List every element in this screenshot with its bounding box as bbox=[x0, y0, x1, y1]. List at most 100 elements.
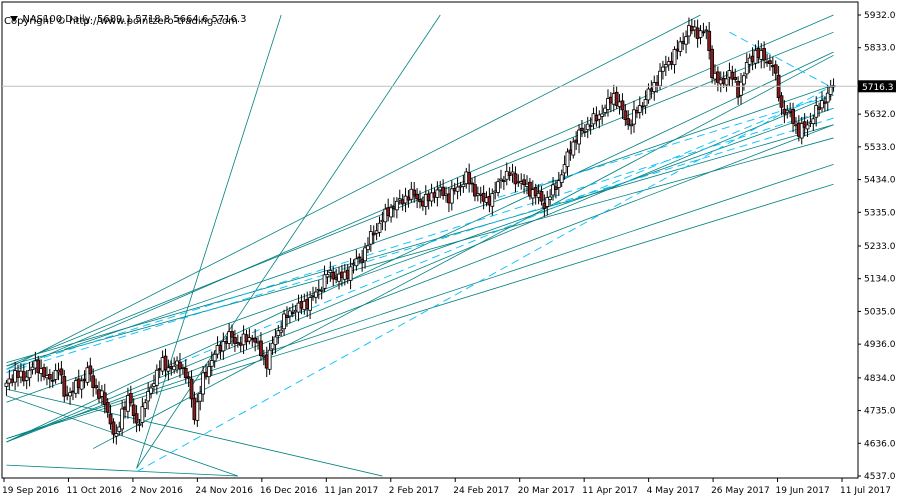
candle bbox=[559, 169, 564, 188]
current-price-line: 5716.3 bbox=[2, 80, 896, 93]
trendline bbox=[6, 94, 834, 443]
candle bbox=[62, 370, 67, 403]
y-tick-label: 4537.0 bbox=[864, 472, 896, 482]
candle bbox=[363, 242, 367, 269]
candle bbox=[684, 30, 688, 54]
candle bbox=[137, 419, 142, 432]
candle bbox=[701, 22, 706, 37]
candle bbox=[580, 119, 584, 138]
x-tick-label: 24 Feb 2017 bbox=[453, 486, 509, 496]
candle bbox=[614, 85, 619, 110]
candle bbox=[42, 363, 46, 381]
candle bbox=[183, 359, 188, 384]
candle bbox=[632, 100, 636, 133]
x-tick-label: 11 Jan 2017 bbox=[324, 486, 378, 496]
candle bbox=[762, 41, 767, 69]
candle bbox=[548, 189, 553, 206]
candle bbox=[652, 75, 657, 101]
copyright-text: Copyright © http://www.pointzero-trading… bbox=[4, 16, 238, 27]
candle bbox=[556, 171, 561, 196]
candle bbox=[820, 91, 824, 113]
candle bbox=[201, 366, 206, 402]
trendline bbox=[64, 84, 834, 350]
x-tick-label: 16 Dec 2016 bbox=[260, 486, 318, 496]
y-axis: 5932.0 5833.0 5632.0 5533.0 5434.0 5335.0 5233… bbox=[858, 11, 896, 482]
trendline bbox=[6, 51, 834, 443]
candle bbox=[588, 117, 593, 135]
candle bbox=[331, 266, 336, 287]
candle bbox=[467, 163, 472, 193]
candle bbox=[629, 119, 634, 135]
candle bbox=[501, 175, 506, 190]
candle bbox=[739, 73, 743, 105]
candle bbox=[189, 370, 194, 408]
candle bbox=[577, 124, 581, 154]
candle bbox=[290, 303, 295, 318]
candle bbox=[279, 321, 284, 337]
candle bbox=[510, 163, 515, 183]
candle bbox=[571, 137, 576, 159]
x-tick-label: 19 Sep 2016 bbox=[2, 486, 59, 496]
candle bbox=[313, 286, 318, 304]
candle bbox=[441, 179, 446, 200]
candle bbox=[394, 197, 399, 219]
candle bbox=[36, 355, 41, 382]
dashed-trendlines bbox=[6, 31, 834, 473]
x-tick-label: 11 Apr 2017 bbox=[582, 486, 638, 496]
candle bbox=[744, 53, 749, 79]
candle bbox=[366, 237, 370, 254]
x-tick-label: 2 Feb 2017 bbox=[389, 486, 439, 496]
candle bbox=[195, 393, 200, 427]
candle bbox=[811, 115, 816, 131]
candle bbox=[768, 54, 772, 71]
candle bbox=[221, 332, 226, 360]
trendline bbox=[6, 14, 701, 370]
candle bbox=[47, 368, 52, 389]
current-price-tag bbox=[858, 80, 896, 93]
y-tick-label: 5233.0 bbox=[864, 242, 896, 252]
candle bbox=[91, 368, 96, 397]
candle bbox=[140, 397, 145, 428]
x-tick-label: 20 Mar 2017 bbox=[518, 486, 575, 496]
candle bbox=[661, 60, 665, 80]
candle bbox=[597, 110, 602, 129]
dashed-trendline bbox=[136, 84, 834, 473]
candle bbox=[773, 60, 778, 81]
candle bbox=[319, 286, 324, 300]
candle bbox=[126, 387, 130, 419]
candle bbox=[600, 104, 605, 125]
y-tick-label: 5035.0 bbox=[864, 307, 896, 317]
candle bbox=[4, 379, 9, 396]
candle bbox=[348, 257, 353, 290]
x-tick-label: 19 Jun 2017 bbox=[776, 486, 830, 496]
candle bbox=[180, 363, 185, 374]
candle bbox=[626, 110, 631, 130]
candle bbox=[88, 357, 93, 382]
candle bbox=[253, 329, 258, 352]
candle bbox=[354, 249, 359, 271]
y-tick-label: 5833.0 bbox=[864, 44, 896, 54]
candle bbox=[287, 307, 292, 324]
ohlc-values: 5689.1 5718.8 5664.6 5716.3 bbox=[96, 14, 247, 25]
trendline bbox=[6, 107, 834, 403]
candle bbox=[114, 424, 119, 445]
trendline bbox=[136, 14, 441, 469]
candle bbox=[620, 93, 625, 119]
candle bbox=[68, 387, 72, 405]
candle bbox=[308, 291, 313, 320]
candle bbox=[85, 361, 90, 386]
candle bbox=[316, 280, 321, 300]
y-tick-label: 5932.0 bbox=[864, 11, 896, 21]
trendline bbox=[136, 14, 282, 469]
candle bbox=[805, 119, 810, 137]
candle bbox=[672, 46, 677, 74]
candle bbox=[496, 178, 500, 197]
candle bbox=[102, 383, 107, 414]
x-tick-label: 11 Jul 2017 bbox=[840, 486, 891, 496]
dropdown-triangle-icon[interactable] bbox=[10, 16, 19, 22]
candle bbox=[259, 332, 263, 361]
candle bbox=[186, 371, 191, 387]
candle bbox=[154, 364, 159, 395]
y-tick-label: 4636.0 bbox=[864, 439, 896, 449]
